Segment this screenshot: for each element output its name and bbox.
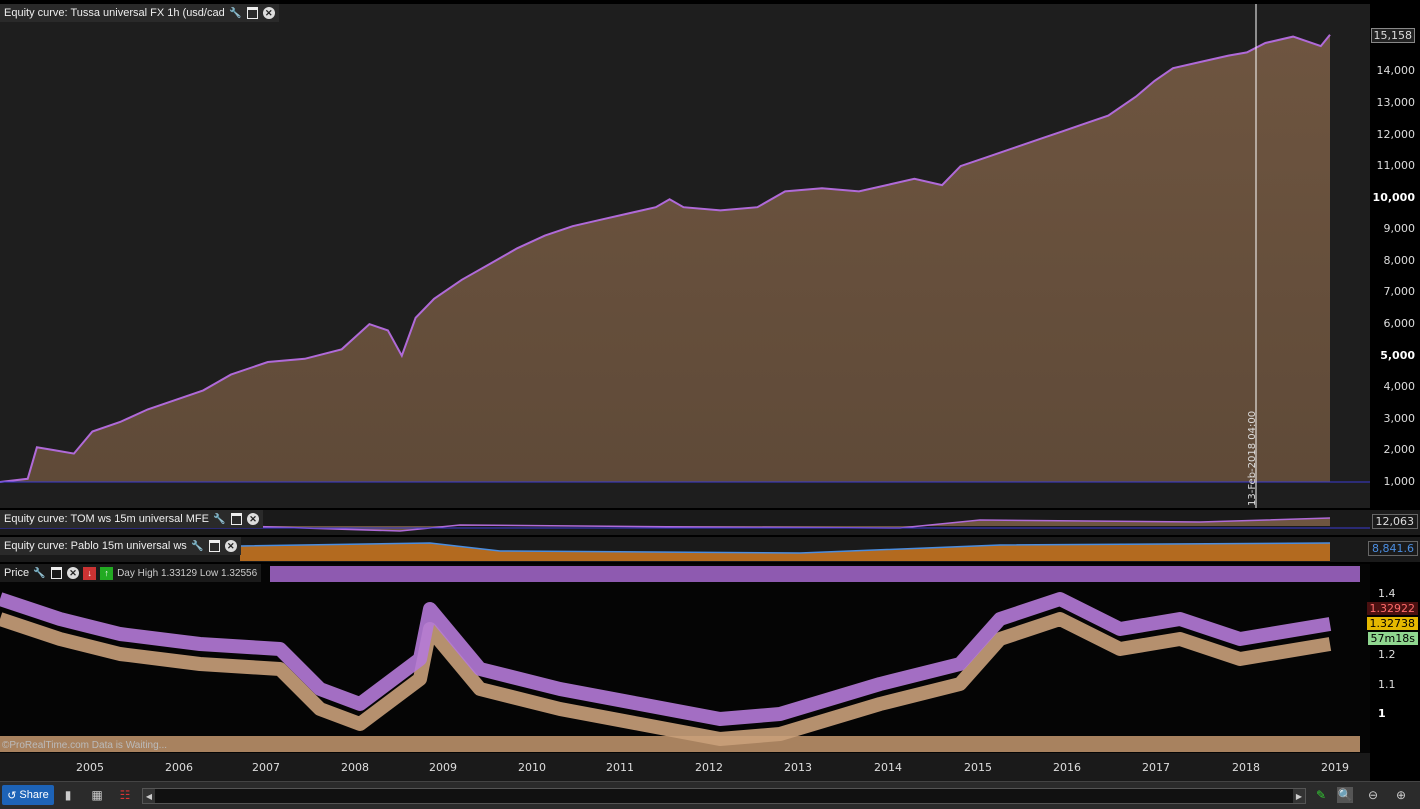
- tom-title: Equity curve: TOM ws 15m universal MFE: [4, 513, 209, 525]
- share-button[interactable]: ↺ Share: [2, 785, 54, 805]
- pablo-title-bar: Equity curve: Pablo 15m universal ws 🔧 ✕: [0, 537, 241, 555]
- close-icon[interactable]: ✕: [263, 7, 275, 19]
- scroll-left-button[interactable]: ◀: [143, 789, 155, 803]
- tom-equity-pane[interactable]: Equity curve: TOM ws 15m universal MFE 🔧…: [0, 510, 1420, 535]
- main-axis-tick: 1,000: [1384, 475, 1416, 488]
- main-axis-tick: 2,000: [1384, 443, 1416, 456]
- zoom-in-icon[interactable]: ⊕: [1393, 787, 1409, 803]
- main-axis-tick: 10,000: [1373, 191, 1415, 204]
- time-axis-tick: 2009: [429, 761, 457, 774]
- price-pane[interactable]: Price 🔧 ✕ ↓ ↑ Day High 1.33129 Low 1.325…: [0, 564, 1420, 753]
- price-title-bar: Price 🔧 ✕ ↓ ↑ Day High 1.33129 Low 1.325…: [0, 564, 261, 582]
- time-axis-tick: 2008: [341, 761, 369, 774]
- scroll-right-button[interactable]: ▶: [1293, 789, 1305, 803]
- window-icon[interactable]: [50, 567, 63, 580]
- time-axis-tick: 2007: [252, 761, 280, 774]
- close-icon[interactable]: ✕: [67, 567, 79, 579]
- main-axis-tick: 11,000: [1377, 159, 1416, 172]
- price-info: Day High 1.33129 Low 1.32556: [117, 568, 257, 579]
- price-title: Price: [4, 567, 29, 579]
- price-red-value: 1.32922: [1367, 602, 1419, 615]
- drawing-tool-icon[interactable]: ✎: [1313, 787, 1329, 803]
- main-axis-tick: 4,000: [1384, 380, 1416, 393]
- sell-arrow-icon[interactable]: ↓: [83, 567, 96, 580]
- price-timer: 57m18s: [1368, 632, 1418, 645]
- main-value-axis: 15,158 14,000 13,000 12,000 11,000 10,000 9,00…: [1370, 4, 1420, 508]
- horizontal-scrollbar[interactable]: ◀ ▶: [142, 788, 1306, 804]
- tom-last-value: 12,063: [1372, 514, 1419, 529]
- time-axis-tick: 2017: [1142, 761, 1170, 774]
- window-icon[interactable]: [246, 7, 259, 20]
- main-equity-title: Equity curve: Tussa universal FX 1h (usd…: [4, 7, 225, 19]
- time-axis-tick: 2012: [695, 761, 723, 774]
- indicator-icon[interactable]: ☷: [117, 787, 133, 803]
- price-axis-tick: 1.2: [1378, 648, 1396, 661]
- price-chart: [0, 564, 1370, 753]
- price-watermark: ©ProRealTime.com Data is Waiting...: [2, 740, 167, 751]
- buy-arrow-icon[interactable]: ↑: [100, 567, 113, 580]
- pablo-last-value: 8,841.6: [1368, 541, 1418, 556]
- main-equity-chart: 13-Feb-2018 04:00: [0, 4, 1370, 508]
- time-axis-tick: 2015: [964, 761, 992, 774]
- main-equity-pane[interactable]: Equity curve: Tussa universal FX 1h (usd…: [0, 4, 1420, 508]
- layout-icon[interactable]: ▦: [89, 787, 105, 803]
- main-equity-title-bar: Equity curve: Tussa universal FX 1h (usd…: [0, 4, 279, 22]
- main-axis-tick: 6,000: [1384, 317, 1416, 330]
- main-axis-tick: 7,000: [1384, 285, 1416, 298]
- main-axis-tick: 12,000: [1377, 128, 1416, 141]
- time-axis-tick: 2006: [165, 761, 193, 774]
- time-axis-tick: 2014: [874, 761, 902, 774]
- bottom-toolbar: ↺ Share ▮ ▦ ☷ ◀ ▶ ✎ 🔍 ⊖ ⊕: [0, 781, 1420, 809]
- main-axis-tick: 9,000: [1384, 222, 1416, 235]
- wrench-icon[interactable]: 🔧: [191, 540, 204, 553]
- main-axis-tick: 3,000: [1384, 412, 1416, 425]
- time-axis-tick: 2005: [76, 761, 104, 774]
- main-axis-tick: 5,000: [1380, 349, 1415, 362]
- close-icon[interactable]: ✕: [247, 513, 259, 525]
- pablo-title: Equity curve: Pablo 15m universal ws: [4, 540, 187, 552]
- window-icon[interactable]: [208, 540, 221, 553]
- time-axis-tick: 2016: [1053, 761, 1081, 774]
- close-icon[interactable]: ✕: [225, 540, 237, 552]
- time-axis-tick: 2010: [518, 761, 546, 774]
- wrench-icon[interactable]: 🔧: [213, 513, 226, 526]
- price-yellow-value: 1.32738: [1367, 617, 1419, 630]
- time-axis-tick: 2019: [1321, 761, 1349, 774]
- share-icon: ↺: [7, 789, 16, 802]
- zoom-out-icon[interactable]: ⊖: [1365, 787, 1381, 803]
- time-axis-tick: 2018: [1232, 761, 1260, 774]
- pablo-equity-pane[interactable]: Equity curve: Pablo 15m universal ws 🔧 ✕…: [0, 537, 1420, 562]
- wrench-icon[interactable]: 🔧: [229, 7, 242, 20]
- main-axis-tick: 15,158: [1371, 28, 1416, 43]
- price-axis-tick: 1.1: [1378, 678, 1396, 691]
- price-axis-tick: 1: [1378, 707, 1386, 720]
- candlestick-icon[interactable]: ▮: [60, 787, 76, 803]
- window-icon[interactable]: [230, 513, 243, 526]
- cursor-label: 13-Feb-2018 04:00: [1247, 411, 1258, 506]
- time-axis: 2005 2006 2007 2008 2009 2010 2011 2012 2013 2014…: [0, 753, 1370, 781]
- price-value-axis: 1.41.31.21.11: [1370, 564, 1420, 753]
- time-axis-tick: 2011: [606, 761, 634, 774]
- main-axis-tick: 8,000: [1384, 254, 1416, 267]
- zoom-search-icon[interactable]: 🔍: [1337, 787, 1353, 803]
- price-axis-tick: 1.4: [1378, 587, 1396, 600]
- main-axis-tick: 14,000: [1377, 64, 1416, 77]
- time-axis-tick: 2013: [784, 761, 812, 774]
- tom-title-bar: Equity curve: TOM ws 15m universal MFE 🔧…: [0, 510, 263, 528]
- price-top-marker-strip: [270, 566, 1360, 582]
- wrench-icon[interactable]: 🔧: [33, 567, 46, 580]
- main-axis-tick: 13,000: [1377, 96, 1416, 109]
